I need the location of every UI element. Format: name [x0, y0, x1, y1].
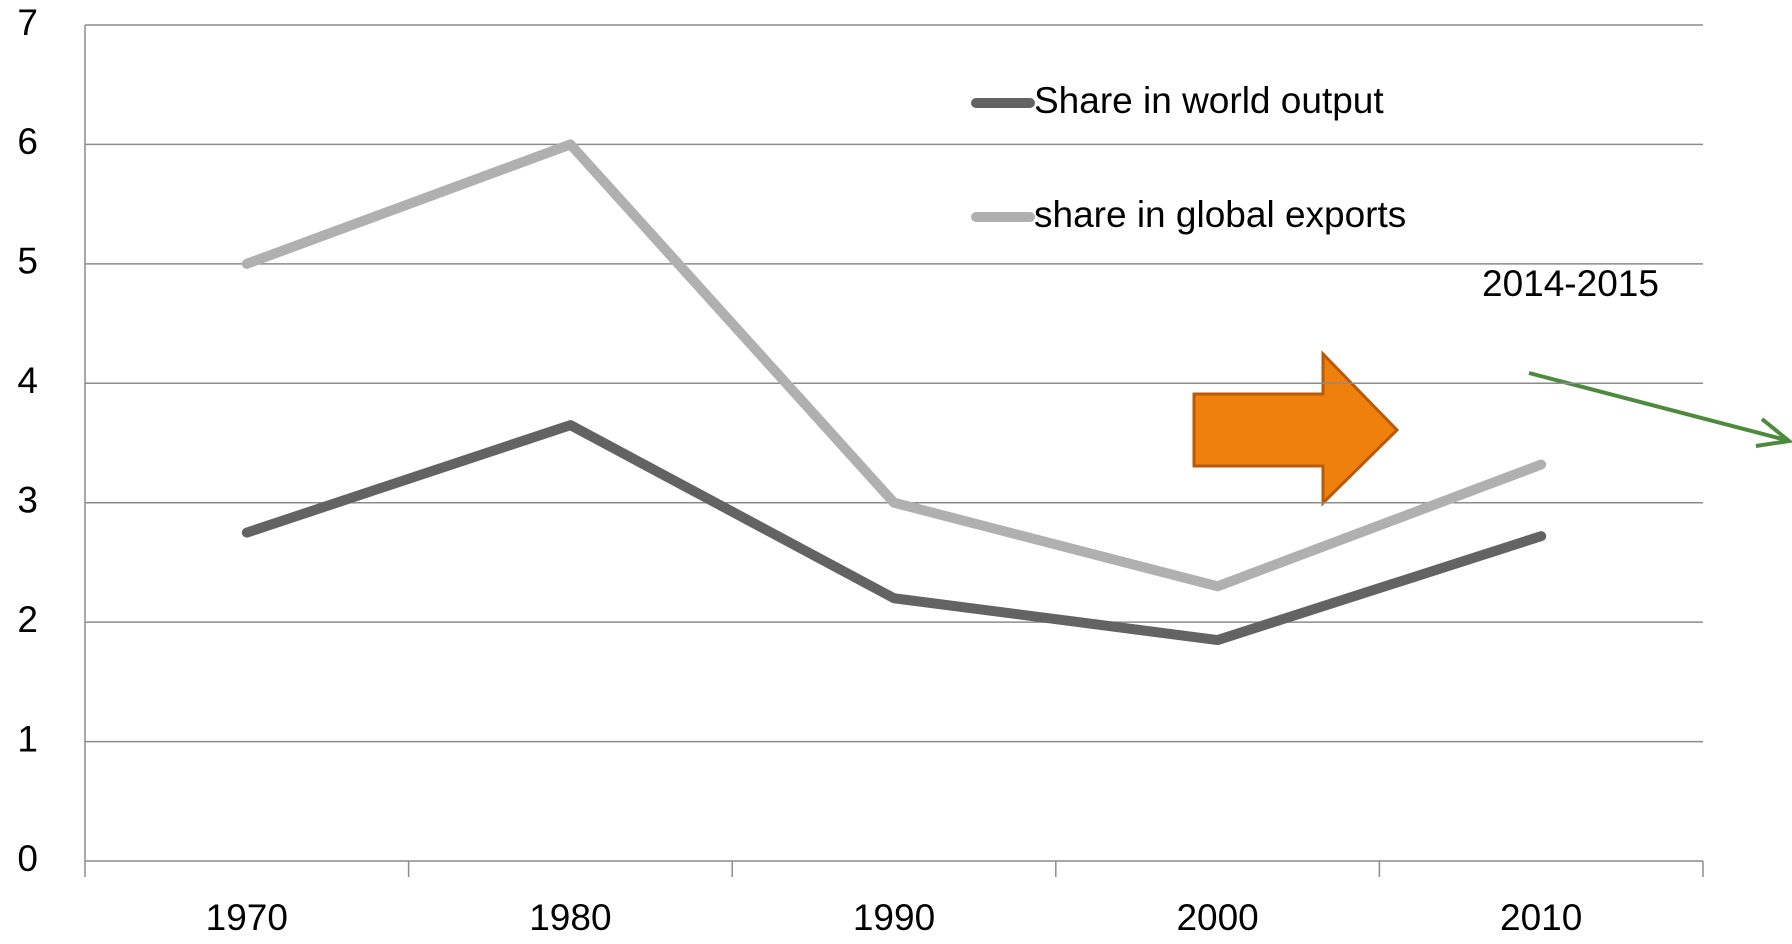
y-tick-label: 0 [17, 838, 38, 879]
y-tick-label: 7 [17, 2, 38, 43]
green-arrow-head [1755, 417, 1792, 448]
orange-arrow [1192, 350, 1400, 507]
y-tick-label: 2 [17, 599, 38, 640]
x-tick-label: 2010 [1500, 897, 1582, 938]
x-tick-label: 1970 [206, 897, 288, 938]
series-line [241, 139, 1547, 592]
x-tick-label: 2000 [1176, 897, 1258, 938]
legend-label: Share in world output [1034, 80, 1384, 121]
y-tick-label: 4 [17, 360, 38, 401]
green-arrow [1528, 371, 1787, 442]
y-tick-label: 3 [17, 479, 38, 520]
series-line [241, 420, 1547, 646]
y-tick-label: 5 [17, 241, 38, 282]
x-tick-label: 1990 [853, 897, 935, 938]
y-tick-label: 1 [17, 718, 38, 759]
x-tick-label: 1980 [529, 897, 611, 938]
legend-label: share in global exports [1034, 194, 1406, 235]
y-tick-label: 6 [17, 121, 38, 162]
annotation: 2014-2015 [1482, 263, 1659, 304]
